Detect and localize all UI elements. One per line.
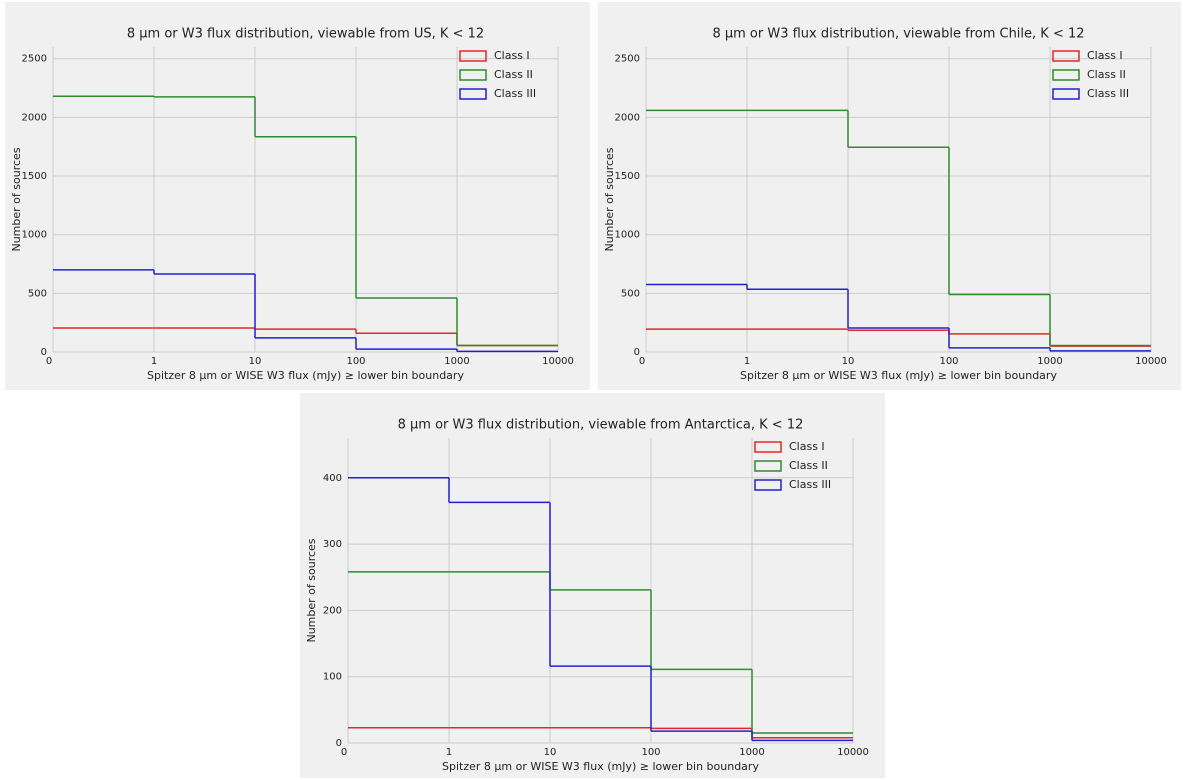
legend-swatch: [459, 50, 487, 62]
x-tick-label: 0: [341, 747, 347, 758]
legend-swatch: [754, 460, 782, 472]
x-tick-label: 10: [842, 356, 855, 367]
legend-label: Class II: [789, 459, 828, 472]
legend-label: Class III: [494, 87, 536, 100]
x-tick-label: 1000: [739, 747, 764, 758]
x-axis-label: Spitzer 8 μm or WISE W3 flux (mJy) ≥ low…: [442, 760, 759, 773]
y-tick-label: 2000: [615, 112, 640, 123]
legend-swatch: [754, 479, 782, 491]
x-tick-label: 10000: [837, 747, 869, 758]
y-tick-label: 500: [621, 288, 640, 299]
x-tick-label: 1: [446, 747, 452, 758]
legend-label: Class III: [789, 478, 831, 491]
legend-swatch: [1052, 88, 1080, 100]
legend-label: Class I: [494, 49, 530, 62]
y-tick-label: 200: [323, 605, 342, 616]
y-tick-label: 500: [28, 288, 47, 299]
x-tick-label: 0: [639, 356, 645, 367]
y-tick-label: 2500: [615, 54, 640, 65]
legend-swatch: [1052, 50, 1080, 62]
x-tick-label: 0: [46, 356, 52, 367]
x-tick-label: 1: [744, 356, 750, 367]
chart-panel: 8 μm or W3 flux distribution, viewable f…: [300, 393, 885, 778]
legend-label: Class I: [1087, 49, 1123, 62]
y-tick-label: 1500: [615, 171, 640, 182]
chart-panel: 8 μm or W3 flux distribution, viewable f…: [598, 2, 1181, 390]
x-tick-label: 100: [939, 356, 958, 367]
chart-title: 8 μm or W3 flux distribution, viewable f…: [398, 418, 804, 433]
y-tick-label: 2500: [22, 54, 47, 65]
y-axis-label: Number of sources: [10, 147, 23, 251]
x-tick-label: 1000: [1037, 356, 1062, 367]
x-tick-label: 100: [641, 747, 660, 758]
y-tick-label: 0: [634, 347, 640, 358]
legend-swatch: [754, 441, 782, 453]
y-tick-label: 0: [336, 738, 342, 749]
legend-swatch: [459, 88, 487, 100]
legend-label: Class III: [1087, 87, 1129, 100]
y-tick-label: 2000: [22, 112, 47, 123]
y-tick-label: 1000: [22, 230, 47, 241]
legend-label: Class I: [789, 440, 825, 453]
x-tick-label: 10: [249, 356, 262, 367]
x-axis-label: Spitzer 8 μm or WISE W3 flux (mJy) ≥ low…: [147, 369, 464, 382]
legend-label: Class II: [1087, 68, 1126, 81]
chart-panel: 8 μm or W3 flux distribution, viewable f…: [5, 2, 590, 390]
x-tick-label: 1000: [444, 356, 469, 367]
y-tick-label: 300: [323, 539, 342, 550]
chart-title: 8 μm or W3 flux distribution, viewable f…: [127, 27, 484, 42]
y-axis-label: Number of sources: [305, 538, 318, 642]
legend-swatch: [459, 69, 487, 81]
y-tick-label: 0: [41, 347, 47, 358]
y-tick-label: 400: [323, 473, 342, 484]
x-tick-label: 100: [346, 356, 365, 367]
legend-swatch: [1052, 69, 1080, 81]
y-tick-label: 100: [323, 672, 342, 683]
x-tick-label: 10000: [1135, 356, 1167, 367]
x-tick-label: 1: [151, 356, 157, 367]
x-tick-label: 10000: [542, 356, 574, 367]
chart-title: 8 μm or W3 flux distribution, viewable f…: [712, 27, 1084, 42]
legend-label: Class II: [494, 68, 533, 81]
x-tick-label: 10: [544, 747, 557, 758]
y-tick-label: 1500: [22, 171, 47, 182]
y-axis-label: Number of sources: [603, 147, 616, 251]
x-axis-label: Spitzer 8 μm or WISE W3 flux (mJy) ≥ low…: [740, 369, 1057, 382]
y-tick-label: 1000: [615, 230, 640, 241]
